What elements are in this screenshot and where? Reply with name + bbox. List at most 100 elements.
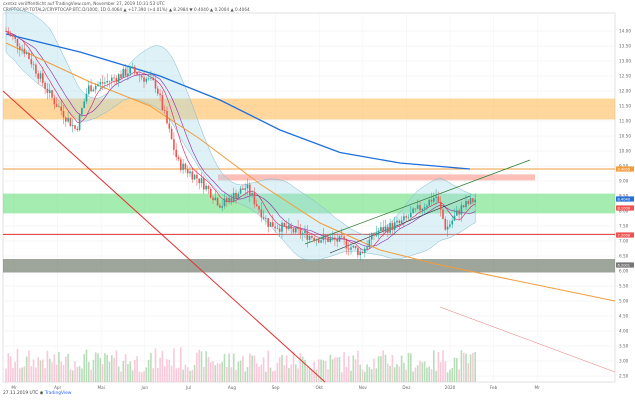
candle xyxy=(398,219,401,230)
candle-body xyxy=(71,125,74,127)
candle xyxy=(269,222,272,228)
candle xyxy=(92,87,95,92)
candle xyxy=(359,248,361,261)
candle xyxy=(39,70,42,82)
candle-body xyxy=(152,77,154,81)
candle-body xyxy=(274,226,276,229)
volume-bar xyxy=(315,369,318,382)
candle xyxy=(262,210,265,221)
candle xyxy=(127,66,129,81)
volume-bar xyxy=(71,370,74,382)
candle xyxy=(90,78,92,93)
price-tick: 14.00 xyxy=(619,29,631,34)
candle-body xyxy=(134,66,136,73)
candle xyxy=(283,222,286,228)
volume-bar xyxy=(23,366,26,382)
candle xyxy=(35,62,37,78)
candle-body xyxy=(108,80,111,82)
candle xyxy=(412,207,414,214)
candle-body xyxy=(242,188,244,190)
candle xyxy=(308,232,311,243)
candle-body xyxy=(269,222,272,227)
candle-body xyxy=(315,239,318,241)
candle-body xyxy=(85,93,88,102)
candle-body xyxy=(198,178,200,184)
volume-bar xyxy=(410,353,412,382)
candle xyxy=(150,70,152,81)
volume-bar xyxy=(99,357,102,382)
candle xyxy=(88,80,90,96)
candle xyxy=(157,85,159,97)
volume-bar xyxy=(389,365,391,382)
volume-bar xyxy=(166,359,168,382)
candle-body xyxy=(147,78,150,79)
volume-bar xyxy=(430,369,433,382)
candle xyxy=(51,89,53,101)
candle-body xyxy=(120,74,122,78)
candle xyxy=(442,207,444,220)
volume-bar xyxy=(391,355,394,382)
brand-name[interactable]: TradingView xyxy=(44,391,72,396)
time-tick: Aug xyxy=(228,385,237,390)
candle-body xyxy=(433,197,435,202)
volume-bar xyxy=(53,354,56,382)
candle-body xyxy=(414,208,417,210)
candle xyxy=(451,215,453,229)
candle-body xyxy=(331,237,334,239)
candle xyxy=(19,43,21,57)
volume-bar xyxy=(186,367,189,382)
volume-bar xyxy=(407,353,410,382)
footer: 27.11.2019 UTC ◉ TradingView xyxy=(3,391,71,396)
candle xyxy=(166,106,168,125)
candle-body xyxy=(373,233,375,236)
price-badge: 6.2001 xyxy=(616,262,634,268)
candle xyxy=(81,107,83,118)
candle xyxy=(249,181,251,203)
candle xyxy=(352,244,355,249)
volume-bar xyxy=(62,364,65,382)
candle-body xyxy=(421,208,424,211)
support-trend-line xyxy=(329,195,471,254)
tradingview-logo-icon[interactable]: ◉ xyxy=(39,391,44,396)
candle xyxy=(336,232,338,248)
price-badge: 8.4040 xyxy=(616,196,634,202)
candle-body xyxy=(444,218,447,230)
time-tick: Mr xyxy=(535,385,541,390)
price-axis[interactable]: 14.00 13.50 13.00 12.50 12.00 11.50 11.00 10.50… xyxy=(619,29,631,379)
candle xyxy=(193,173,196,181)
candle xyxy=(60,99,62,116)
candle-body xyxy=(350,247,352,250)
candle xyxy=(456,205,458,216)
candle-body xyxy=(341,235,343,237)
candle xyxy=(327,233,329,243)
candle-body xyxy=(88,85,90,94)
candle-body xyxy=(124,68,127,76)
time-axis[interactable]: Mr Apr Mai Jun Jul Aug Sep Okt Nov Dez 2020 Feb Mr xyxy=(11,385,540,390)
volume-bar xyxy=(446,372,449,382)
candle-body xyxy=(221,206,223,208)
price-tick: 13.50 xyxy=(619,44,631,49)
candle xyxy=(387,224,389,238)
candle xyxy=(134,64,136,76)
candle-body xyxy=(462,205,465,208)
candle xyxy=(25,50,28,55)
volume-bar xyxy=(444,361,447,382)
candle xyxy=(71,119,74,133)
volume-bar xyxy=(278,357,281,382)
candle-body xyxy=(44,82,46,89)
volume-bar xyxy=(299,353,302,382)
candlesticks xyxy=(5,26,476,261)
candle-body xyxy=(465,201,467,208)
volume-bar xyxy=(288,368,290,382)
volume-bar xyxy=(306,367,309,382)
volume-bar xyxy=(255,363,258,382)
candle xyxy=(7,27,10,35)
candle xyxy=(460,201,463,222)
volume-bar xyxy=(267,350,269,382)
volume-bar xyxy=(230,367,233,382)
candle xyxy=(458,208,460,220)
time-tick: Jun xyxy=(141,385,149,390)
price-tick: 7.50 xyxy=(619,224,629,229)
volume-bar xyxy=(12,367,14,382)
